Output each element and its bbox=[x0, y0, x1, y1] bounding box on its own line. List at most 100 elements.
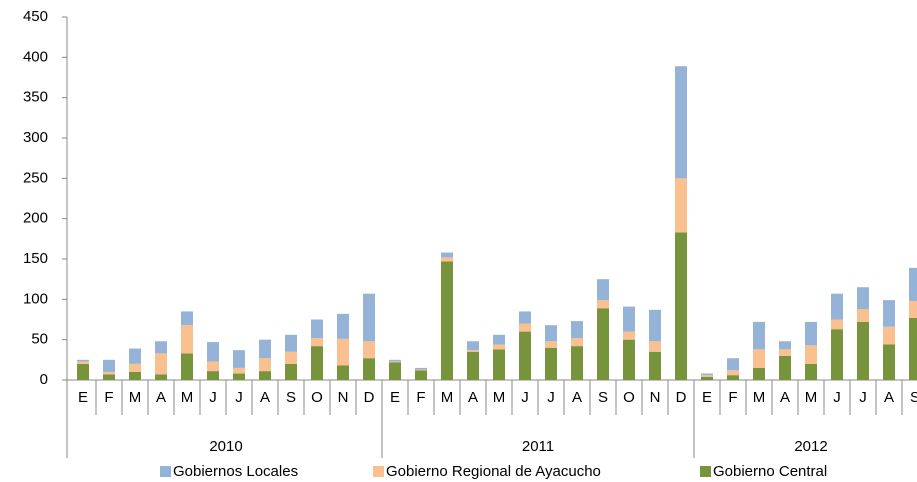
bar-segment bbox=[493, 334, 505, 345]
bar-segment bbox=[675, 66, 687, 179]
bar-segment bbox=[77, 363, 89, 380]
bar-segment bbox=[415, 367, 427, 370]
x-tick-label: A bbox=[156, 389, 166, 406]
bar-segment bbox=[857, 287, 869, 310]
bar-segment bbox=[883, 300, 895, 327]
x-tick-label: J bbox=[235, 389, 243, 406]
bar-segment bbox=[441, 261, 453, 380]
bar-segment bbox=[623, 306, 635, 332]
bar-segment bbox=[831, 293, 843, 320]
bar-segment bbox=[389, 362, 401, 380]
bar-segment bbox=[259, 358, 271, 372]
x-tick-label: E bbox=[702, 389, 712, 406]
x-tick-label: E bbox=[390, 389, 400, 406]
bar-segment bbox=[831, 329, 843, 380]
bar-segment bbox=[753, 367, 765, 380]
bar-segment bbox=[545, 325, 557, 342]
y-tick-label: 200 bbox=[23, 210, 48, 227]
y-tick-label: 250 bbox=[23, 169, 48, 186]
y-tick-label: 450 bbox=[23, 8, 48, 25]
bar-segment bbox=[623, 339, 635, 380]
x-tick-label: F bbox=[416, 389, 425, 406]
bar-segment bbox=[129, 371, 141, 380]
bar-segment bbox=[909, 317, 917, 380]
bar-segment bbox=[337, 313, 349, 339]
bar-segment bbox=[545, 341, 557, 348]
bar-segment bbox=[389, 359, 401, 362]
x-tick-label: M bbox=[441, 389, 454, 406]
x-tick-label: D bbox=[364, 389, 375, 406]
bar-segment bbox=[259, 371, 271, 380]
bar-segment bbox=[103, 359, 115, 372]
y-tick-label: 50 bbox=[31, 331, 48, 348]
x-tick-label: M bbox=[181, 389, 194, 406]
bar-segment bbox=[857, 309, 869, 322]
x-tick-label: F bbox=[728, 389, 737, 406]
bar-segment bbox=[883, 326, 895, 345]
legend-label: Gobierno Regional de Ayacucho bbox=[386, 463, 601, 480]
bar-segment bbox=[571, 338, 583, 347]
bar-segment bbox=[363, 293, 375, 342]
bar-segment bbox=[857, 321, 869, 380]
bar-segment bbox=[207, 361, 219, 372]
bar-segment bbox=[805, 363, 817, 380]
bar-segment bbox=[623, 331, 635, 340]
bar-segment bbox=[467, 351, 479, 380]
bar-segment bbox=[675, 232, 687, 380]
bar-segment bbox=[493, 344, 505, 350]
bar-segment bbox=[155, 374, 167, 380]
group-label: 2011 bbox=[522, 438, 554, 455]
bar-segment bbox=[311, 338, 323, 347]
legend-swatch bbox=[160, 466, 171, 477]
bar-segment bbox=[285, 351, 297, 364]
bar-segment bbox=[519, 323, 531, 332]
bar-segment bbox=[805, 321, 817, 346]
bar-segment bbox=[779, 341, 791, 350]
x-tick-label: S bbox=[910, 389, 917, 406]
bar-segment bbox=[805, 345, 817, 364]
y-tick-label: 300 bbox=[23, 129, 48, 146]
legend-label: Gobierno Central bbox=[713, 463, 827, 480]
legend-swatch bbox=[373, 466, 384, 477]
bar-segment bbox=[909, 300, 917, 318]
x-tick-label: O bbox=[623, 389, 635, 406]
bar-segment bbox=[233, 373, 245, 380]
bar-segment bbox=[181, 353, 193, 380]
bar-segment bbox=[883, 344, 895, 380]
y-tick-label: 0 bbox=[40, 371, 48, 388]
y-tick-label: 350 bbox=[23, 89, 48, 106]
x-tick-label: N bbox=[338, 389, 349, 406]
x-tick-label: D bbox=[676, 389, 687, 406]
bar-segment bbox=[337, 365, 349, 380]
bar-segment bbox=[571, 321, 583, 339]
bar-segment bbox=[285, 363, 297, 380]
x-tick-label: M bbox=[753, 389, 766, 406]
x-tick-label: S bbox=[598, 389, 608, 406]
bar-segment bbox=[597, 279, 609, 301]
bar-segment bbox=[129, 348, 141, 364]
bar-segment bbox=[675, 178, 687, 233]
bar-segment bbox=[701, 376, 713, 380]
bar-segment bbox=[649, 351, 661, 380]
bar-segment bbox=[467, 350, 479, 352]
x-tick-label: M bbox=[805, 389, 818, 406]
x-tick-label: A bbox=[884, 389, 894, 406]
y-tick-label: 100 bbox=[23, 290, 48, 307]
x-tick-label: S bbox=[286, 389, 296, 406]
bar-segment bbox=[77, 359, 89, 362]
bar-segment bbox=[363, 358, 375, 380]
bar-segment bbox=[779, 349, 791, 356]
bar-segment bbox=[311, 319, 323, 339]
bar-segment bbox=[415, 370, 427, 380]
x-tick-label: J bbox=[521, 389, 529, 406]
group-label: 2010 bbox=[209, 438, 242, 455]
bar-segment bbox=[207, 342, 219, 362]
x-tick-label: A bbox=[780, 389, 790, 406]
bar-segment bbox=[831, 319, 843, 330]
bar-segment bbox=[103, 374, 115, 380]
bar-segment bbox=[779, 355, 791, 380]
bar-segment bbox=[233, 350, 245, 368]
bar-segment bbox=[441, 252, 453, 258]
bar-segment bbox=[415, 369, 427, 371]
